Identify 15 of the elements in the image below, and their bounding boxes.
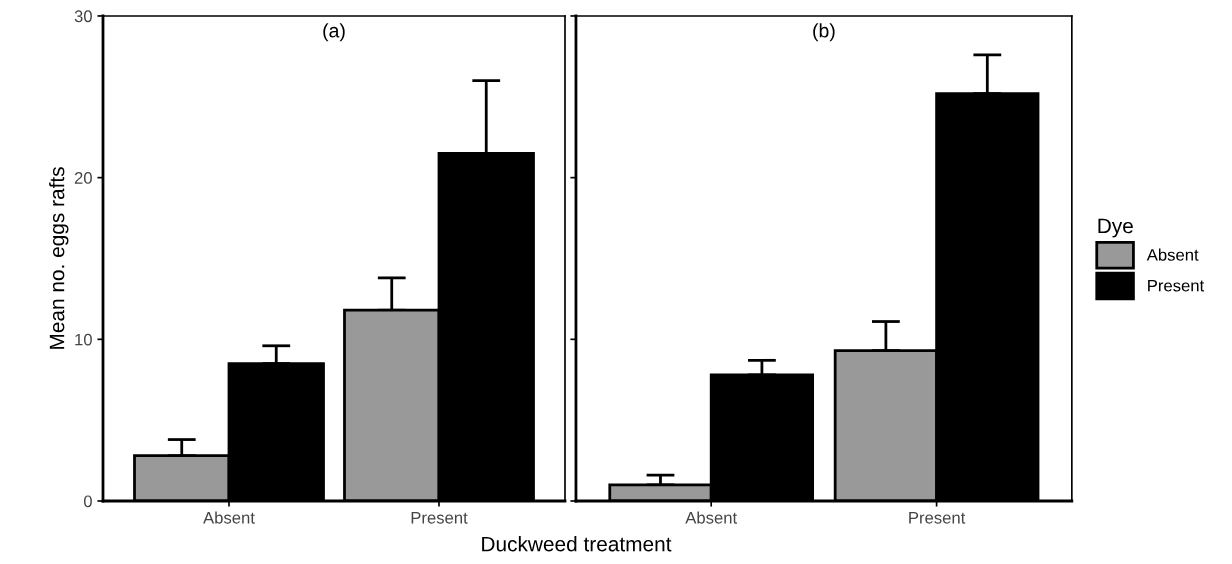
legend-label: Absent [1146,248,1199,261]
chart-title: (b) [813,23,835,42]
y-axis-title: Mean no. eggs rafts [49,167,69,349]
x-tick-label: Absent [685,511,738,524]
x-axis-title: Duckweed treatment [482,536,672,552]
x-tick-label: Absent [203,511,255,524]
x-tick-label: Present [909,512,966,524]
legend-label: Present [1148,279,1205,292]
chart-title: (a) [323,23,345,42]
y-tick-label: 20 [74,172,92,184]
y-tick-label: 30 [74,10,92,23]
legend-title: Dye [1098,218,1133,238]
y-tick-label: 10 [75,333,92,346]
x-tick-label: Present [411,512,468,524]
y-tick-label: 0 [83,495,92,508]
